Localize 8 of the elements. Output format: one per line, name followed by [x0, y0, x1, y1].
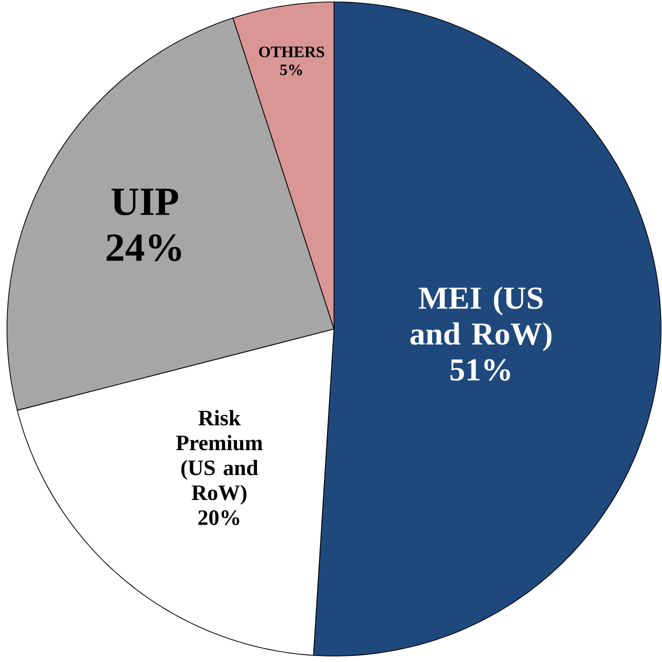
slice-label: OTHERS [259, 46, 324, 58]
slice-label: Risk Premium (US and RoW) [176, 410, 263, 505]
data-label: 5% [280, 64, 302, 76]
data-label: 51% [450, 359, 510, 381]
slice-label: MEI (US and RoW) [410, 286, 552, 352]
slice-label: UIP [112, 188, 178, 216]
data-label: 24% [106, 234, 181, 262]
data-label: 20% [198, 510, 240, 526]
